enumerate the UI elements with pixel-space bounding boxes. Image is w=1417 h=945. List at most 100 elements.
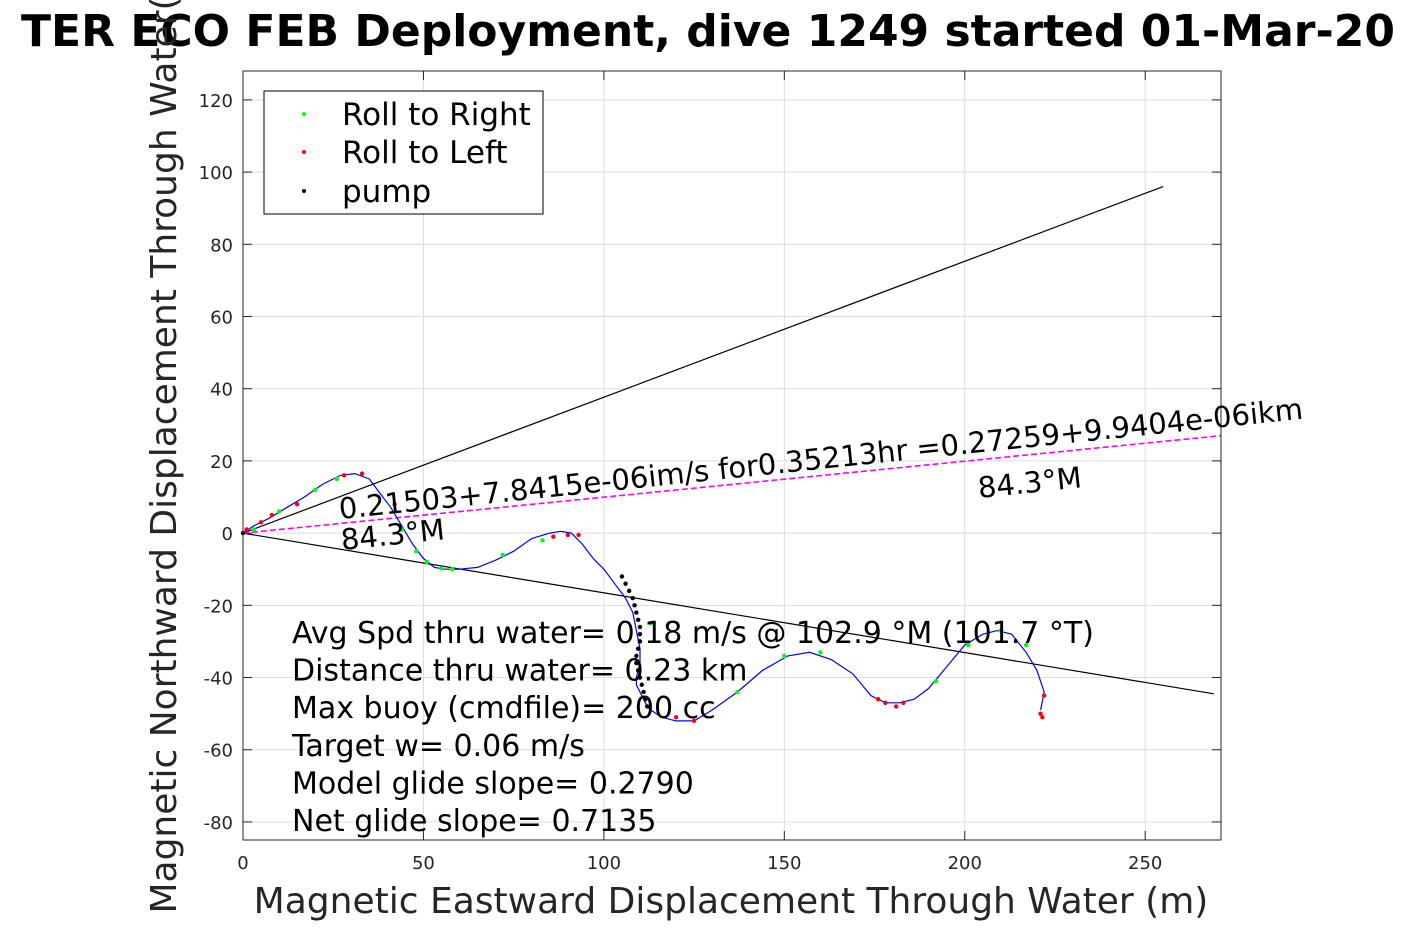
chart-title: TER ECO FEB Deployment, dive 1249 starte… (21, 6, 1395, 57)
roll-right-point (933, 678, 939, 684)
pump-point (619, 574, 625, 579)
x-tick-label: 100 (587, 853, 621, 874)
pump-point (634, 660, 639, 666)
y-tick-label: 40 (210, 380, 233, 401)
roll-right-point (312, 487, 318, 492)
pump-point (637, 639, 643, 644)
ticks: 0 50 100 150 200 250120100806040200-20-40-60-… (199, 71, 1221, 874)
grid (243, 71, 1221, 840)
roll-right-point (818, 650, 823, 655)
reference-lines (242, 185, 1222, 695)
roll-left-point (875, 696, 881, 702)
pump-point (637, 675, 643, 680)
roll-right-point (276, 509, 282, 514)
roll-left-point (359, 471, 365, 476)
legend-label-roll-left: Roll to Left (342, 135, 508, 171)
stats-line: Max buoy (cmdfile)= 200 cc (292, 691, 716, 726)
pump-point (634, 653, 639, 659)
roll-left-point (341, 473, 347, 478)
stats-line: Target w= 0.06 m/s (291, 729, 585, 764)
pump-point (626, 588, 632, 594)
roll-right-point (399, 527, 404, 532)
legend-marker-roll-right (302, 112, 306, 116)
reference-line-mean (242, 434, 1222, 534)
legend-box (263, 90, 544, 215)
roll-left-point (392, 502, 397, 507)
roll-right-point (1023, 642, 1029, 648)
pump-point (635, 668, 641, 673)
y-tick-label: 0 (222, 524, 233, 545)
roll-right-point (648, 621, 654, 626)
roll-left-point (901, 700, 906, 706)
roll-left-point (576, 532, 581, 538)
y-tick-label: -60 (204, 741, 233, 762)
roll-left-point (258, 520, 264, 525)
roll-left-point (294, 502, 300, 507)
pump-point (635, 646, 641, 651)
y-tick-label: -40 (204, 669, 233, 690)
plot-frame (242, 70, 1222, 841)
pump-point (639, 682, 644, 687)
roll-right-point (439, 566, 444, 571)
points (240, 471, 1047, 724)
roll-right-point (414, 548, 419, 554)
pump-point (643, 696, 648, 702)
y-tick-label: 120 (199, 91, 233, 112)
y-tick-label: 100 (199, 163, 233, 184)
y-tick-label: -80 (204, 813, 233, 834)
roll-right-point (500, 552, 506, 557)
stats-block: Avg Spd thru water= 0.18 m/s @ 102.9 °M … (291, 616, 1094, 839)
roll-left-point (1041, 693, 1047, 698)
roll-left-point (565, 532, 570, 538)
legend-label-pump: pump (342, 174, 431, 210)
y-tick-label: 20 (210, 452, 233, 473)
roll-left-point (1040, 715, 1045, 720)
roll-right-point (735, 689, 740, 695)
roll-left-point (691, 718, 697, 724)
roll-left-point (894, 704, 899, 709)
pump-point (634, 610, 639, 615)
pump-point (635, 617, 641, 622)
pump-point (623, 581, 628, 586)
legend-label-roll-right: Roll to Right (342, 97, 531, 133)
y-tick-label: 80 (210, 235, 233, 256)
legend-marker-pump (302, 189, 306, 193)
y-tick-label: -20 (204, 596, 233, 617)
x-tick-label: 50 (412, 853, 435, 874)
roll-left-point (269, 512, 275, 518)
x-tick-label: 0 (237, 853, 248, 874)
roll-right-point (782, 653, 787, 659)
pump-point (632, 603, 637, 608)
pump-point (641, 689, 646, 695)
roll-right-point (540, 538, 545, 543)
stats-line: Model glide slope= 0.2790 (292, 766, 694, 801)
stats-line: Net glide slope= 0.7135 (292, 804, 656, 839)
legend: Roll to Right Roll to Left pump (263, 90, 544, 215)
pump-point (630, 595, 635, 601)
stats-line: Avg Spd thru water= 0.18 m/s @ 102.9 °M … (292, 616, 1094, 651)
reference-line-lower (242, 532, 1214, 695)
x-tick-label: 250 (1128, 853, 1162, 874)
roll-right-point (334, 476, 340, 482)
roll-left-point (673, 715, 679, 720)
roll-left-point (883, 700, 888, 706)
x-axis-label: Magnetic Eastward Displacement Through W… (254, 881, 1209, 922)
roll-left-point (244, 527, 249, 532)
stats-line: Distance thru water= 0.23 km (292, 654, 747, 689)
y-axis-label: Magnetic Northward Displacement Through … (144, 0, 185, 914)
pump-point (637, 624, 643, 630)
roll-right-point (424, 559, 430, 565)
roll-right-point (450, 567, 455, 572)
legend-marker-roll-left (302, 150, 306, 154)
roll-left-point (551, 534, 556, 539)
roll-right-point (998, 628, 1004, 633)
y-tick-label: 60 (210, 308, 233, 329)
roll-right-point (966, 642, 971, 648)
x-tick-label: 200 (948, 853, 982, 874)
x-tick-label: 150 (767, 853, 801, 874)
roll-left-point (1038, 711, 1043, 716)
reference-line-upper (242, 185, 1164, 534)
roll-right-point (251, 527, 257, 532)
pump-point (644, 704, 650, 709)
